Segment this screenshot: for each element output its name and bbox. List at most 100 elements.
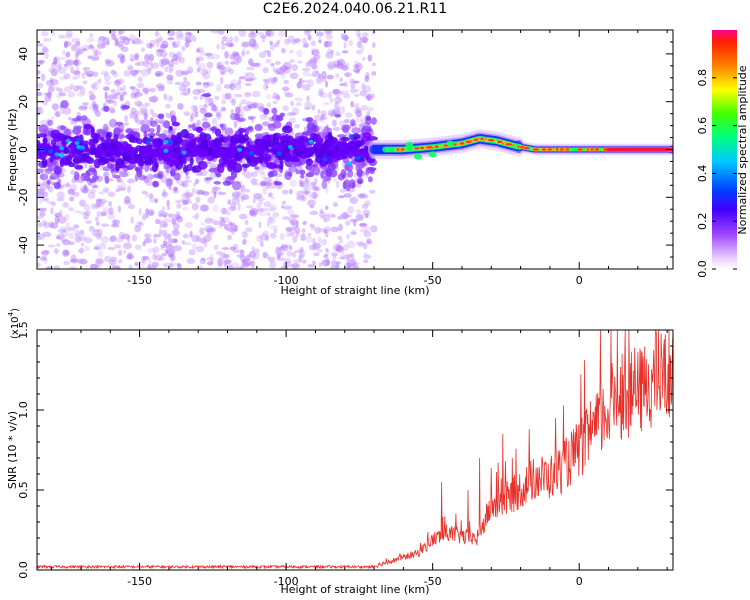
- spectrogram-core-blob: [276, 151, 282, 156]
- spectrogram-noise-blob: [60, 238, 68, 242]
- spectrogram-noise-blob: [135, 88, 141, 95]
- spectrogram-noise-blob: [70, 254, 77, 262]
- spectrogram-noise-blob: [262, 186, 268, 195]
- spectrogram-noise-blob: [153, 237, 157, 244]
- spectrogram-noise-blob: [251, 90, 261, 98]
- spectrogram-noise-blob: [262, 78, 267, 83]
- spectrogram-noise-blob: [118, 31, 122, 37]
- spectrogram-noise-blob: [286, 250, 293, 257]
- spectrogram-noise-blob: [286, 244, 292, 249]
- spectrogram-noise-blob: [359, 90, 368, 97]
- spectrogram-noise-blob: [43, 37, 48, 43]
- spectrogram-y-tick-label: 20: [17, 95, 30, 109]
- spectrogram-noise-blob: [182, 88, 191, 97]
- spectrogram-noise-blob: [242, 258, 252, 266]
- spectrogram-noise-blob: [339, 77, 344, 82]
- spectrogram-noise-blob: [158, 35, 164, 42]
- spectrogram-noise-blob: [349, 263, 359, 269]
- spectrogram-noise-blob: [126, 37, 133, 42]
- spectrogram-noise-blob: [130, 216, 135, 225]
- spectrogram-noise-blob: [90, 203, 98, 210]
- spectrogram-noise-blob: [307, 233, 312, 237]
- spectrogram-noise-blob: [202, 81, 210, 86]
- spectrogram-noise-blob: [325, 51, 334, 59]
- spectrogram-noise-blob: [190, 104, 197, 111]
- spectrogram-noise-blob: [288, 189, 293, 195]
- snr-axes: -150 -100 -50 0 0.0 0.5 1.0 1.5: [17, 321, 673, 588]
- spectrogram-noise-blob: [200, 239, 207, 245]
- spectrogram-noise-blob: [56, 236, 61, 240]
- spectrogram-core-blob: [59, 146, 65, 151]
- spectrogram-noise-blob: [220, 106, 227, 112]
- spectrogram-noise-blob: [275, 115, 284, 122]
- spectrogram-core-blob: [314, 137, 324, 144]
- spectrogram-noise-blob: [300, 233, 306, 241]
- spectrogram-noise-blob: [339, 213, 347, 220]
- spectrogram-noise-blob: [282, 105, 289, 112]
- spectrogram-noise-blob: [171, 58, 175, 63]
- spectrogram-noise-blob: [94, 244, 101, 250]
- spectrogram-noise-blob: [218, 190, 222, 196]
- spectrogram-noise-blob: [48, 94, 52, 98]
- spectrogram-noise-blob: [49, 83, 56, 91]
- spectrogram-noise-blob: [284, 38, 291, 44]
- spectrogram-noise-blob: [211, 117, 218, 125]
- spectrogram-noise-blob: [140, 47, 146, 53]
- spectrogram-ridge-hot: [434, 145, 439, 148]
- spectrogram-noise-blob: [116, 85, 121, 93]
- spectrogram-noise-blob: [330, 252, 339, 257]
- spectrogram-noise-blob: [334, 264, 340, 269]
- spectrogram-noise-blob: [319, 92, 328, 99]
- spectrogram-noise-blob: [62, 202, 69, 208]
- spectrogram-noise-blob: [142, 60, 150, 68]
- spectrogram-noise-blob: [51, 103, 59, 111]
- spectrogram-noise-blob: [144, 91, 149, 95]
- spectrogram-noise-blob: [323, 40, 329, 48]
- spectrogram-noise-blob: [223, 223, 229, 230]
- spectrogram-noise-blob: [114, 92, 121, 96]
- spectrogram-core-blob: [281, 125, 293, 134]
- spectrogram-noise-blob: [118, 44, 125, 50]
- spectrogram-noise-blob: [302, 79, 310, 83]
- spectrogram-core-blob: [128, 136, 139, 143]
- spectrogram-noise-blob: [224, 66, 232, 73]
- spectrogram-noise-blob: [359, 36, 369, 43]
- spectrogram-noise-blob: [55, 110, 59, 116]
- spectrogram-noise-blob: [130, 92, 137, 99]
- spectrogram-noise-blob: [312, 183, 317, 190]
- spectrogram-noise-blob: [139, 119, 145, 126]
- spectrogram-noise-blob: [158, 85, 165, 91]
- spectrogram-noise-blob: [269, 40, 273, 46]
- spectrogram-noise-blob: [238, 76, 246, 80]
- spectrogram-noise-blob: [195, 245, 205, 253]
- spectrogram-noise-blob: [69, 83, 75, 90]
- spectrogram-noise-blob: [357, 33, 362, 42]
- spectrogram-noise-blob: [139, 107, 148, 114]
- spectrogram-noise-blob: [349, 196, 359, 205]
- spectrogram-noise-blob: [292, 235, 298, 243]
- spectrogram-noise-blob: [256, 197, 266, 202]
- spectrogram-core-blob: [49, 156, 54, 163]
- spectrogram-noise-blob: [249, 207, 259, 216]
- spectrogram-noise-blob: [194, 217, 198, 221]
- spectrogram-noise-blob: [94, 109, 101, 117]
- spectrogram-noise-blob: [134, 100, 143, 107]
- spectrogram-noise-blob: [361, 83, 366, 90]
- spectrogram-noise-blob: [203, 103, 208, 108]
- spectrogram-noise-blob: [308, 244, 317, 251]
- spectrogram-noise-blob: [161, 253, 167, 257]
- spectrogram-noise-blob: [268, 256, 276, 263]
- spectrogram-noise-blob: [115, 188, 120, 193]
- spectrogram-noise-blob: [274, 247, 282, 256]
- spectrogram-noise-blob: [174, 61, 179, 65]
- spectrogram-noise-blob: [79, 258, 88, 265]
- spectrogram-noise-blob: [108, 207, 114, 215]
- spectrogram-noise-blob: [307, 172, 312, 177]
- spectrogram-noise-blob: [65, 61, 71, 70]
- spectrogram-noise-blob: [343, 42, 347, 49]
- spectrogram-core-blob: [114, 152, 121, 158]
- spectrogram-noise-blob: [246, 50, 250, 55]
- spectrogram-noise-blob: [334, 89, 342, 98]
- spectrogram-noise-blob: [127, 178, 136, 184]
- spectrogram-noise-blob: [134, 92, 143, 97]
